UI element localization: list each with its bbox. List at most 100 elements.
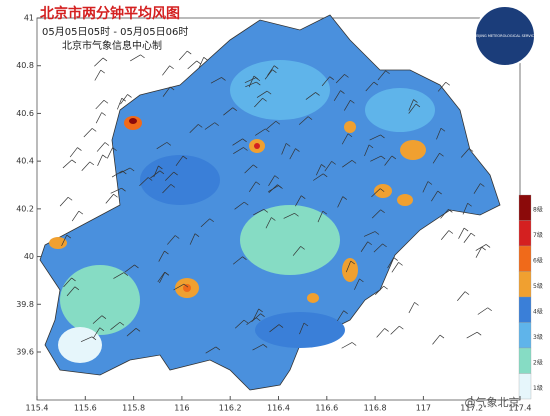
wind-barb [245, 81, 257, 88]
wind-barb [234, 319, 245, 329]
x-tick-label: 116.6 [315, 404, 338, 413]
wind-barb [63, 277, 72, 288]
wind-barb-flag [303, 322, 309, 327]
wind-barb [204, 122, 215, 130]
x-tick-label: 116 [174, 404, 189, 413]
wind-barb-flag [263, 209, 269, 213]
wind-barb [244, 77, 257, 83]
wind-barb-flag [415, 103, 421, 108]
wind-barb-flag [470, 232, 476, 237]
wind-barb [124, 264, 135, 273]
wind-barb [173, 283, 185, 291]
wind-barb [283, 212, 295, 219]
wind-barb-flag [275, 120, 281, 125]
area [342, 258, 358, 282]
wind-barb-flag [123, 272, 129, 276]
wind-barb [475, 244, 487, 251]
wind-barb [387, 257, 395, 269]
wind-barb-flag [127, 94, 132, 98]
wind-barb-flag [256, 81, 261, 86]
wind-barb-flag [173, 171, 178, 176]
wind-barb [305, 92, 316, 100]
legend: 8级 7级 6级 5级 4级 3级 2级 1级 [518, 194, 543, 400]
wind-barb [94, 57, 104, 67]
wind-barb-flag [385, 70, 390, 75]
wind-barb [369, 134, 381, 141]
wind-barb [59, 197, 69, 207]
wind-barb [365, 81, 375, 92]
wind-barb-flag [485, 244, 491, 248]
wind-barb-flag [174, 235, 180, 239]
wind-barb-flag [383, 285, 388, 290]
wind-barb-flag [315, 92, 320, 96]
legend-label: 7级 [533, 231, 543, 239]
wind-barb [253, 308, 259, 320]
wind-barb [371, 209, 381, 219]
wind-barb-flag [262, 97, 267, 102]
wind-barb [265, 217, 272, 229]
x-tick-label: 115.8 [122, 404, 145, 413]
wind-barb-flag [468, 148, 474, 152]
wind-barbs [59, 50, 492, 354]
wind-barb-flag [129, 167, 135, 172]
legend-label: 6级 [533, 256, 543, 264]
wind-barb-flag [427, 181, 433, 185]
wind-barb [268, 184, 278, 194]
wind-barb-flag [331, 161, 336, 165]
wind-barb-flag [329, 76, 334, 80]
wind-barb [175, 155, 184, 167]
wind-barb-flag [277, 184, 282, 188]
wind-barb [157, 271, 165, 283]
wind-barb [473, 183, 481, 194]
wind-barb-flag [480, 183, 485, 187]
wind-barb [256, 90, 268, 98]
wind-barb [94, 69, 102, 81]
wind-barb [477, 307, 488, 315]
wind-barb-flag [102, 154, 107, 159]
wind-barb [440, 230, 450, 240]
wind-barb [81, 161, 91, 171]
wind-barb-flag [379, 188, 385, 192]
wind-barb [295, 195, 302, 207]
wind-barb-flag [187, 50, 192, 55]
area [397, 194, 413, 206]
wind-barb [458, 227, 465, 239]
wind-barb-flag [439, 334, 445, 339]
wind-barb [130, 54, 141, 62]
x-tick-label: 116.2 [219, 404, 242, 413]
wind-barb-flag [272, 69, 277, 73]
wind-barb [178, 50, 188, 61]
wind-barb [159, 272, 166, 284]
wind-barb [126, 328, 137, 337]
wind-barb [337, 196, 344, 208]
wind-barb-flag [104, 142, 110, 146]
wind-barb [189, 124, 199, 134]
area [129, 118, 137, 124]
wind-barb-flag [255, 181, 261, 186]
wind-barb-flag [101, 112, 106, 116]
legend-label: 5级 [533, 282, 543, 290]
wind-barb-flag [439, 152, 444, 157]
wind-barb [354, 278, 360, 290]
wind-barb [431, 190, 439, 202]
wind-barb-flag [158, 165, 163, 170]
wind-barb [364, 144, 370, 157]
y-tick-label: 40.8 [16, 61, 34, 70]
wind-barb [254, 98, 263, 108]
wind-barb [95, 99, 105, 110]
wind-barb [268, 175, 276, 187]
wind-barb [370, 155, 382, 162]
area [307, 293, 319, 303]
wind-barb [210, 77, 222, 84]
wind-barb-flag [393, 257, 398, 261]
wind-barb [198, 57, 205, 69]
wind-barb [460, 148, 470, 158]
wind-barb [269, 324, 280, 333]
wind-barb-flag [242, 256, 247, 260]
legend-swatch [518, 220, 532, 247]
wind-barb [253, 209, 265, 216]
wind-barb-flag [380, 134, 385, 139]
wind-barb [266, 120, 277, 130]
wind-barb-flag [266, 90, 272, 95]
